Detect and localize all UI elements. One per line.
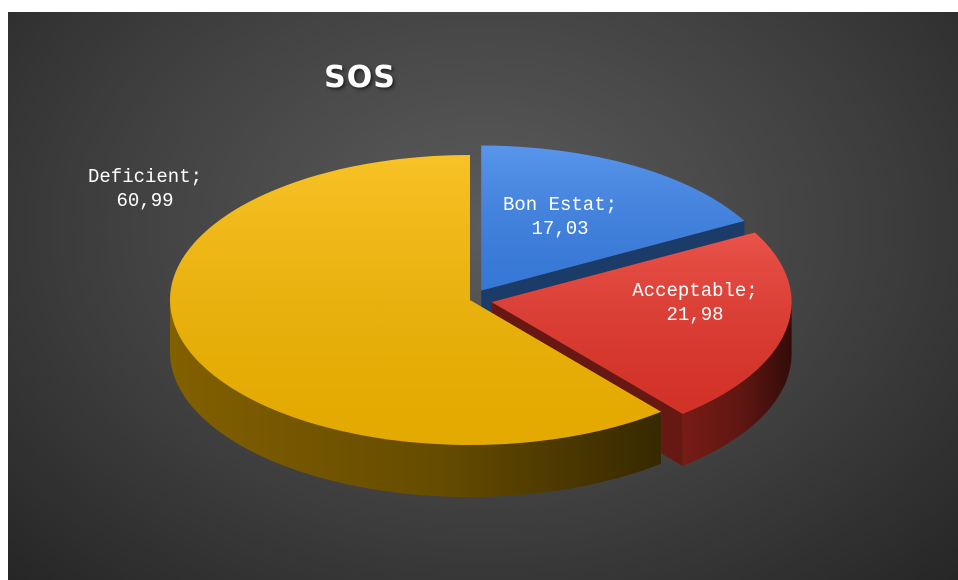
slice-gloss-2 bbox=[491, 232, 792, 414]
slice-side-shade-2 bbox=[682, 302, 792, 466]
chart-title: SOS bbox=[324, 60, 396, 95]
pie-tops bbox=[169, 145, 792, 445]
pie-labels: Bon Estat; 17,03 Acceptable; 21,98 Deficient… bbox=[88, 166, 758, 326]
slice-gloss-3 bbox=[169, 155, 662, 445]
data-label-bon-estat: Bon Estat; 17,03 bbox=[503, 194, 617, 240]
slice-gloss-1 bbox=[481, 145, 745, 291]
data-label-acceptable: Acceptable; 21,98 bbox=[632, 280, 757, 326]
slice-side-shade-3 bbox=[170, 300, 662, 497]
data-label-deficient: Deficient; 60,99 bbox=[88, 166, 202, 212]
